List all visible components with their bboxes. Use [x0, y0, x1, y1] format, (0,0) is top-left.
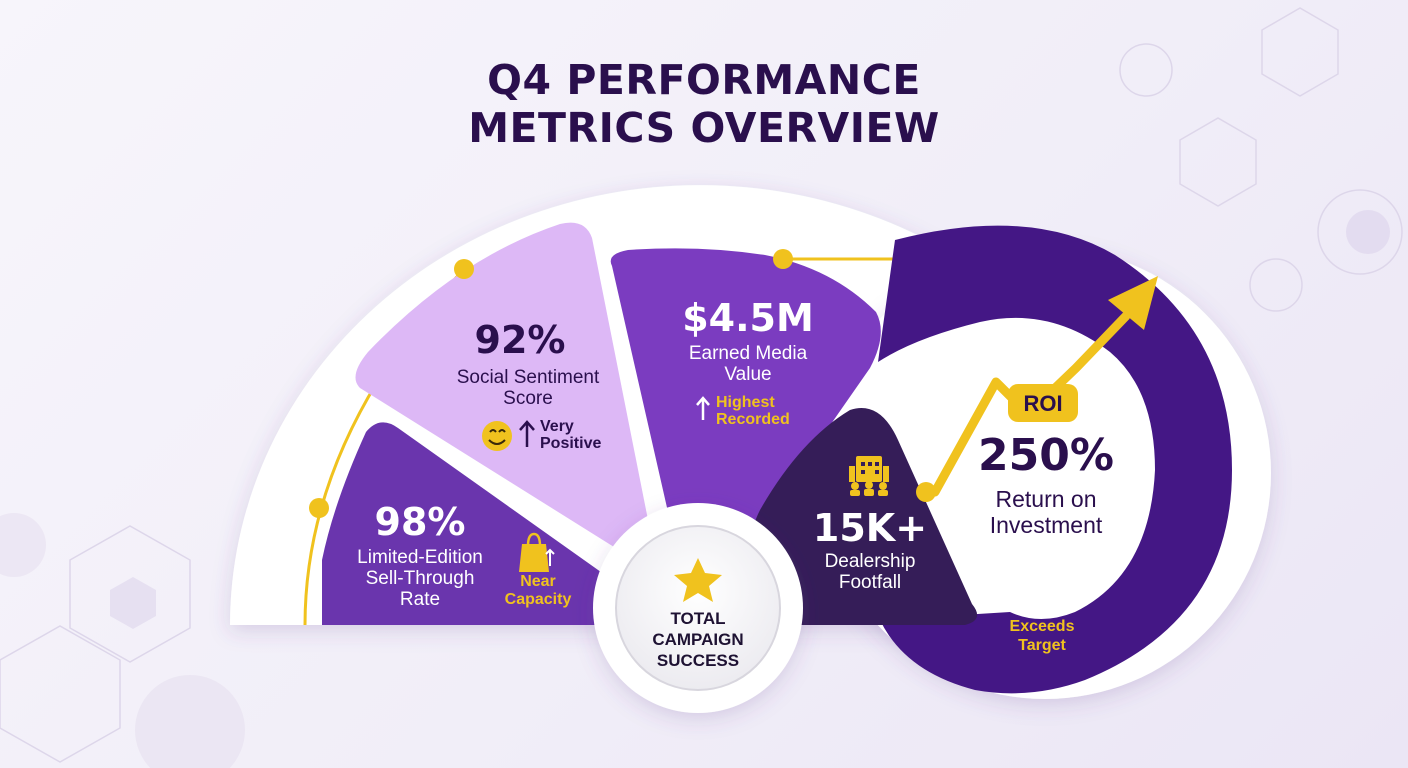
sentiment-value: 92% — [474, 318, 566, 362]
center-line-2: CAMPAIGN — [652, 630, 744, 649]
gold-dot — [773, 249, 793, 269]
roi-ring — [878, 225, 1232, 694]
roi-note-line-1: Exceeds — [1009, 618, 1075, 635]
roi-label-line-1: Return on — [995, 486, 1097, 512]
footfall-label-line-1: Dealership — [824, 551, 916, 572]
circle-fill-decor — [1346, 210, 1390, 254]
title-line-2: METRICS OVERVIEW — [468, 104, 940, 152]
circle-outline-decor — [1249, 258, 1303, 312]
roi-label: Return on Investment — [950, 486, 1142, 538]
arrow-up-icon — [696, 396, 710, 420]
center-badge-text: TOTAL CAMPAIGN SUCCESS — [628, 608, 768, 671]
hexagon-outline-decor — [1179, 117, 1257, 207]
gold-dot — [916, 482, 936, 502]
sentiment-note: Very Positive — [540, 418, 610, 452]
center-line-1: TOTAL — [670, 609, 726, 628]
media-label-line-1: Earned Media — [688, 343, 808, 364]
wedge-sentiment — [355, 222, 652, 558]
star-icon — [674, 558, 722, 602]
wedge-footfall — [751, 408, 978, 625]
hexagon-outline-decor — [1261, 7, 1339, 97]
center-line-3: SUCCESS — [656, 651, 740, 670]
shopping-bag-icon — [519, 532, 555, 572]
circle-fill-decor — [135, 675, 245, 768]
roi-label-line-2: Investment — [989, 512, 1103, 538]
sentiment-label: Social Sentiment Score — [430, 367, 626, 409]
title-line-1: Q4 PERFORMANCE — [487, 56, 921, 104]
media-label: Earned Media Value — [660, 343, 836, 385]
sell-through-value: 98% — [374, 500, 466, 544]
gold-dot — [454, 259, 474, 279]
hexagon-fill-decor — [110, 577, 156, 629]
roi-tag-pill — [1008, 384, 1078, 422]
footfall-value: 15K+ — [812, 506, 928, 550]
sell-through-label: Limited-Edition Sell-Through Rate — [330, 547, 510, 610]
smiley-icon — [482, 421, 512, 451]
sell-through-note: Near Capacity — [495, 573, 581, 609]
hexagon-outline-decor — [69, 525, 191, 663]
media-value: $4.5M — [682, 296, 814, 340]
sentiment-label-line-1: Social Sentiment — [456, 367, 600, 388]
media-note: Highest Recorded — [716, 394, 806, 428]
sentiment-note-line-2: Positive — [540, 435, 602, 452]
roi-note: Exceeds Target — [980, 617, 1104, 655]
footfall-label: Dealership Footfall — [790, 551, 950, 593]
background-decor — [0, 7, 1403, 763]
wedge-sell-through — [322, 422, 623, 625]
sell-through-label-line-3: Rate — [399, 589, 441, 610]
roi-value: 250% — [978, 430, 1114, 481]
media-label-line-2: Value — [724, 364, 772, 385]
roi-tag: ROI — [1023, 391, 1063, 416]
sentiment-note-line-1: Very — [540, 418, 574, 435]
sell-through-note-line-1: Near — [520, 573, 556, 590]
arrow-up-icon — [519, 420, 535, 447]
wedge-media-value — [610, 248, 881, 551]
circle-outline-decor — [1119, 43, 1173, 97]
sentiment-label-line-2: Score — [503, 388, 553, 409]
footfall-label-line-2: Footfall — [838, 572, 902, 593]
roi-note-line-2: Target — [1018, 637, 1066, 654]
center-badge-inner — [615, 525, 781, 691]
gold-dot — [309, 498, 329, 518]
sell-through-note-line-2: Capacity — [504, 591, 572, 608]
media-note-line-1: Highest — [716, 394, 775, 411]
sell-through-label-line-1: Limited-Edition — [357, 547, 483, 568]
media-note-line-2: Recorded — [716, 411, 790, 428]
hexagon-outline-decor — [0, 625, 121, 763]
circle-fill-decor — [0, 513, 46, 577]
circle-outline-decor — [1317, 189, 1403, 275]
page-title: Q4 PERFORMANCE METRICS OVERVIEW — [0, 56, 1408, 152]
dealership-building-icon — [849, 456, 889, 496]
sell-through-label-line-2: Sell-Through — [365, 568, 475, 589]
